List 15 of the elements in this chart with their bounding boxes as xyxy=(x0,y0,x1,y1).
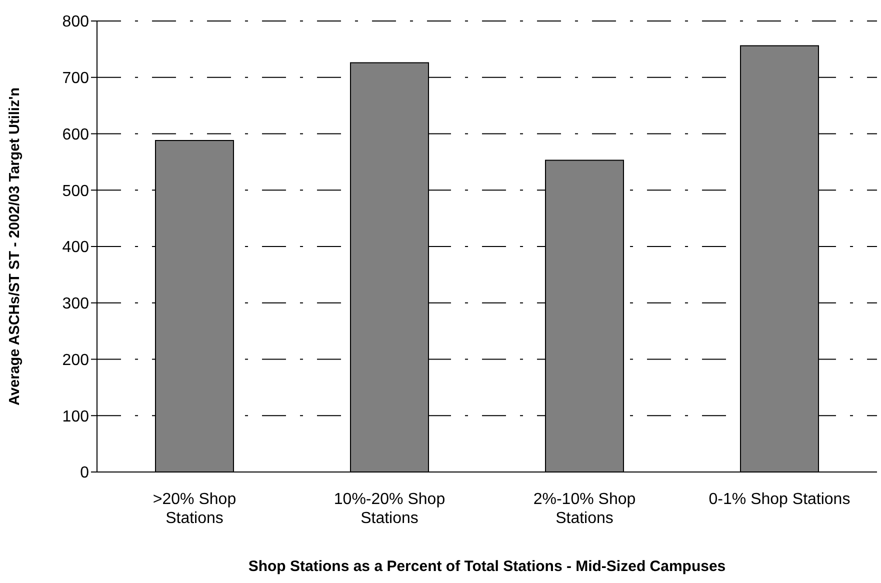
y-tick-label: 600 xyxy=(62,126,90,144)
y-axis-title: Average ASCHs/ST ST - 2002/03 Target Utiliz'n xyxy=(7,88,24,406)
x-tick-label: 10%-20% Shop Stations xyxy=(334,491,446,527)
y-tick-label: 100 xyxy=(62,408,90,426)
y-tick-label: 400 xyxy=(62,239,90,256)
x-tick-label: >20% Shop Stations xyxy=(152,491,236,527)
y-tick-label: 800 xyxy=(62,14,90,31)
y-tick-label: 700 xyxy=(62,70,90,88)
y-tick-label: 200 xyxy=(62,352,90,369)
x-tick-label: 2%-10% Shop Stations xyxy=(533,491,636,527)
y-tick-label: 500 xyxy=(62,182,90,200)
x-tick-label: 0-1% Shop Stations xyxy=(708,491,850,508)
y-tick-label: 300 xyxy=(62,296,90,313)
x-axis-title: Shop Stations as a Percent of Total Stations - Mid-Sized Campuses xyxy=(248,558,726,575)
y-tick-label: 0 xyxy=(80,464,90,482)
